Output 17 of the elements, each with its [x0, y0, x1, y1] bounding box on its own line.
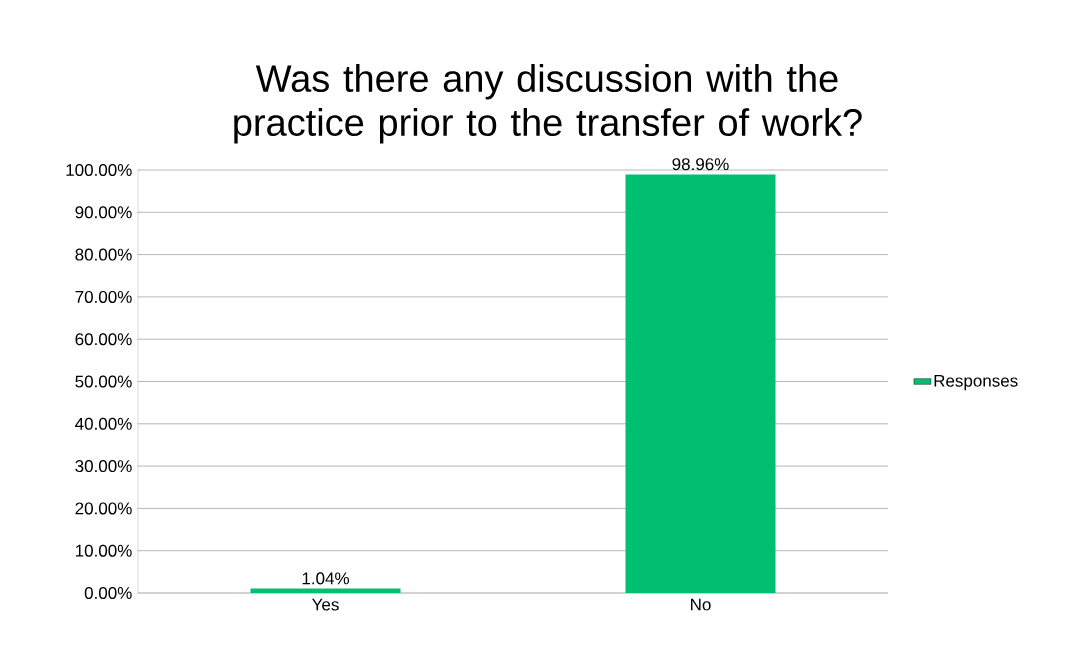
x-tick-label: No [691, 598, 711, 611]
y-tick-label: 0.00% [84, 586, 132, 600]
data-label: 1.04% [302, 572, 349, 585]
y-tick-label: 50.00% [75, 375, 132, 388]
chart-title: Was there any discussion with the practice prior to the transfer of work? [234, 64, 862, 144]
legend-label: Responses [934, 374, 1018, 391]
y-tick-label: 10.00% [75, 544, 132, 557]
y-tick-label: 90.00% [75, 206, 132, 219]
y-tick-label: 40.00% [75, 417, 132, 430]
data-label: 98.96% [672, 158, 729, 171]
y-tick-label: 60.00% [75, 333, 132, 346]
y-tick-label: 20.00% [75, 502, 132, 515]
y-tick-label: 70.00% [75, 290, 132, 303]
x-tick-label: Yes [312, 598, 339, 611]
y-tick-label: 100.00% [66, 163, 132, 177]
y-tick-label: 30.00% [75, 460, 132, 473]
y-tick-label: 80.00% [75, 248, 132, 261]
